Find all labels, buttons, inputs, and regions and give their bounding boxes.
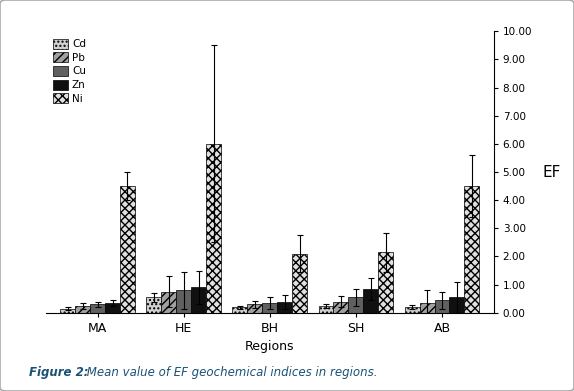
Bar: [206, 144, 221, 313]
Bar: [348, 297, 363, 313]
Legend: Cd, Pb, Cu, Zn, Ni: Cd, Pb, Cu, Zn, Ni: [51, 36, 88, 106]
Bar: [292, 254, 307, 313]
Bar: [176, 290, 191, 313]
Bar: [120, 186, 135, 313]
Bar: [105, 303, 120, 313]
Bar: [247, 304, 262, 313]
Bar: [60, 308, 75, 313]
Bar: [405, 307, 420, 313]
Bar: [363, 289, 378, 313]
Bar: [435, 300, 449, 313]
Bar: [90, 304, 105, 313]
Bar: [232, 307, 247, 313]
Bar: [464, 186, 479, 313]
Bar: [378, 252, 393, 313]
Bar: [319, 306, 333, 313]
Bar: [75, 306, 90, 313]
X-axis label: Regions: Regions: [245, 341, 294, 353]
Bar: [449, 297, 464, 313]
Text: Mean value of EF geochemical indices in regions.: Mean value of EF geochemical indices in …: [83, 366, 378, 379]
Bar: [262, 303, 277, 313]
Bar: [146, 297, 161, 313]
Bar: [277, 301, 292, 313]
Bar: [191, 287, 206, 313]
Text: Figure 2:: Figure 2:: [29, 366, 88, 379]
Bar: [333, 301, 348, 313]
Bar: [161, 292, 176, 313]
Y-axis label: EF: EF: [542, 165, 561, 179]
Bar: [420, 303, 435, 313]
